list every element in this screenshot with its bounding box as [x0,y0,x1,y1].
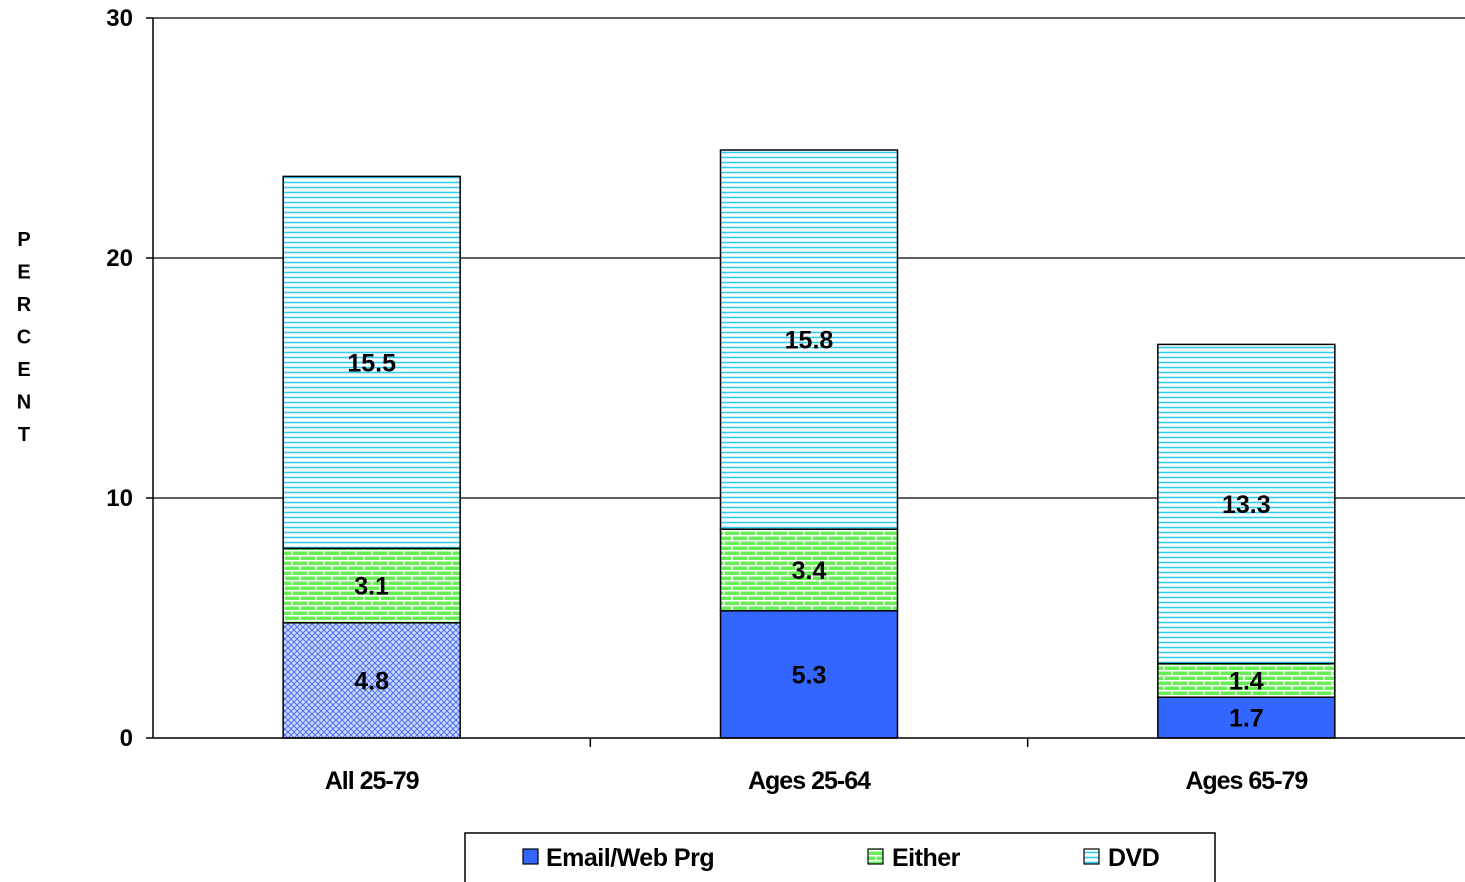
y-ticks: 0 10 20 30 [106,5,153,752]
legend-swatch [867,848,884,865]
bar-segment [719,528,899,612]
y-tick-label: 20 [106,245,133,272]
legend-label: Either [892,844,961,872]
data-label: 1.7 [1229,705,1264,733]
bar-segment [282,175,461,550]
data-label: 13.3 [1222,491,1271,519]
data-label: 4.8 [354,667,389,695]
x-ticks: All 25-79 Ages 25-64 Ages 65-79 [325,738,1308,795]
x-tick-label: Ages 65-79 [1185,767,1307,795]
data-label: 3.1 [354,573,389,601]
y-axis-label-letter: R [17,294,32,316]
data-label: 1.4 [1229,667,1264,695]
legend-swatch [522,848,539,865]
bar-segment [282,622,461,739]
data-label: 15.5 [347,349,396,377]
legend-label: DVD [1108,844,1159,872]
bar-segment [719,149,899,530]
y-tick-label: 0 [120,725,133,752]
y-axis-label-letter: E [17,262,30,284]
data-label: 5.3 [792,661,827,689]
y-tick-label: 10 [106,485,133,512]
y-axis-label-letter: C [17,327,31,349]
bar-segment [1157,662,1336,698]
bars: 4.8 3.1 15.5 5.3 3.4 15.8 1.7 1.4 13.3 [282,149,1336,739]
bar-segment [1157,696,1336,739]
legend-label: Email/Web Prg [546,844,714,872]
axes [152,18,1465,739]
data-label: 3.4 [792,557,827,585]
bar-segment [719,610,899,739]
legend: Email/Web Prg Either DVD [464,832,1216,882]
legend-swatch [1083,848,1100,865]
x-tick-label: All 25-79 [325,767,419,795]
data-label: 15.8 [785,327,834,355]
y-axis-label-letter: E [17,359,30,381]
x-tick-label: Ages 25-64 [748,767,871,795]
y-tick-label: 30 [106,5,133,32]
bar-segment [1157,343,1336,665]
y-axis-label-letter: T [18,424,30,446]
y-axis-label-letter: N [17,392,31,414]
y-axis-label-letter: P [17,229,30,251]
